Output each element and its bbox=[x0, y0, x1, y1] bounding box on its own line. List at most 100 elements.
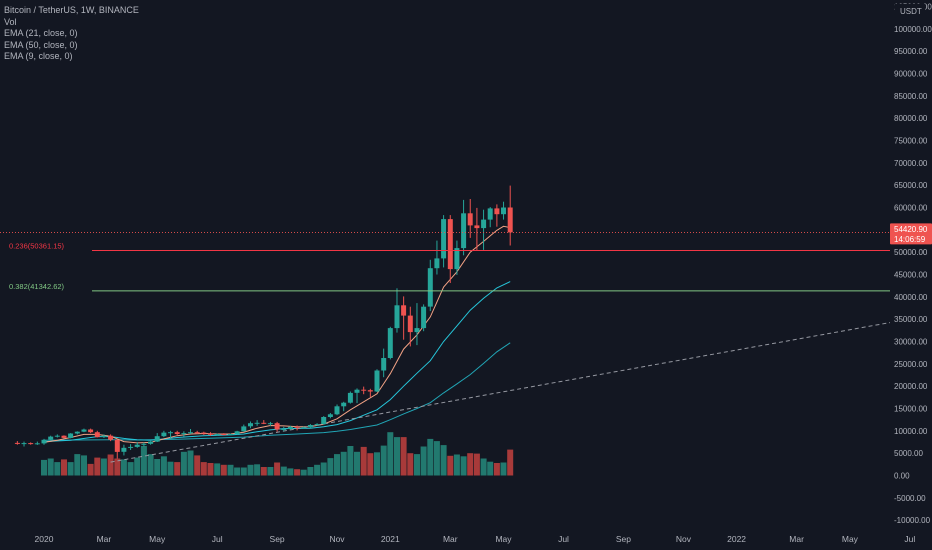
candle bbox=[41, 438, 47, 445]
symbol-title[interactable]: Bitcoin / TetherUS, 1W, BINANCE bbox=[4, 5, 139, 15]
candle-body bbox=[134, 444, 140, 447]
candle bbox=[334, 404, 340, 416]
volume-bar bbox=[187, 450, 194, 476]
candle bbox=[367, 388, 373, 397]
candle bbox=[234, 430, 240, 435]
indicator-ema-21[interactable]: EMA (21, close, 0) bbox=[4, 28, 78, 38]
price-axis[interactable]: 105000.00100000.0095000.0090000.0085000.… bbox=[890, 0, 932, 530]
time-tick-label: Mar bbox=[789, 534, 804, 544]
volume-bar bbox=[254, 464, 261, 476]
candle bbox=[88, 428, 94, 434]
candle-body bbox=[287, 426, 293, 429]
price-tick-label: 20000.00 bbox=[894, 382, 928, 391]
volume-bar bbox=[120, 459, 127, 476]
time-tick-label: Mar bbox=[97, 534, 112, 544]
candle bbox=[248, 421, 253, 429]
candle bbox=[387, 326, 393, 360]
candle bbox=[381, 348, 387, 378]
volume-bar bbox=[41, 459, 47, 476]
candle-body bbox=[307, 425, 313, 428]
volume-bar bbox=[280, 466, 287, 476]
candle bbox=[374, 369, 380, 392]
candle bbox=[294, 425, 300, 431]
candle-body bbox=[54, 435, 60, 437]
candle-body bbox=[101, 435, 107, 437]
candle bbox=[194, 430, 200, 434]
candle bbox=[148, 441, 154, 445]
candle-body bbox=[228, 434, 233, 435]
volume-bar bbox=[114, 458, 121, 476]
candle-body bbox=[507, 207, 513, 233]
candle bbox=[394, 288, 400, 333]
candle bbox=[434, 240, 440, 275]
volume-bar bbox=[354, 451, 360, 476]
volume-bar bbox=[260, 467, 267, 476]
candle-body bbox=[387, 328, 393, 358]
candle-body bbox=[434, 258, 440, 269]
indicator-vol[interactable]: Vol bbox=[4, 16, 17, 27]
candle bbox=[347, 391, 353, 404]
volume-bar bbox=[180, 451, 187, 476]
candle bbox=[128, 444, 134, 450]
trend-line[interactable] bbox=[110, 320, 897, 463]
volume-bar bbox=[140, 446, 147, 476]
candle-body bbox=[254, 422, 260, 424]
volume-bar bbox=[81, 455, 87, 476]
candle bbox=[287, 425, 293, 430]
currency-badge[interactable] bbox=[895, 4, 925, 17]
volume-bar bbox=[174, 462, 181, 476]
candle-body bbox=[261, 422, 267, 424]
volume-bar bbox=[94, 457, 101, 476]
time-tick-label: May bbox=[495, 534, 512, 544]
volume-bar bbox=[387, 432, 394, 476]
candle-body bbox=[467, 213, 473, 226]
price-tick-label: 40000.00 bbox=[894, 293, 928, 302]
time-axis[interactable]: 2020 Mar May Jul Sep Nov 2021 Mar May Jul Sep Nov 20… bbox=[0, 530, 915, 550]
price-tick-label: 50000.00 bbox=[894, 248, 928, 257]
candle bbox=[307, 424, 313, 429]
volume-bar bbox=[453, 454, 460, 476]
ema-9-line bbox=[43, 225, 511, 444]
candle bbox=[214, 433, 220, 436]
volume-bar bbox=[300, 469, 307, 476]
candle-body bbox=[421, 306, 427, 329]
price-tick-label: 0.00 bbox=[894, 472, 910, 481]
candle bbox=[121, 444, 127, 456]
candle bbox=[34, 441, 40, 445]
candle-body bbox=[427, 268, 433, 307]
volume-bar bbox=[67, 462, 74, 476]
candle bbox=[94, 430, 100, 438]
candle bbox=[101, 434, 107, 438]
currency-label[interactable]: USDT bbox=[900, 7, 922, 16]
candle bbox=[421, 304, 427, 332]
volume-bar bbox=[240, 467, 247, 476]
volume-bar bbox=[160, 456, 167, 476]
candle bbox=[407, 306, 413, 347]
indicator-ema-50[interactable]: EMA (50, close, 0) bbox=[4, 39, 78, 50]
candle bbox=[494, 204, 500, 227]
candle-body bbox=[188, 432, 193, 434]
volume-bar bbox=[480, 458, 487, 476]
candle bbox=[261, 420, 267, 425]
candle-body bbox=[88, 429, 94, 433]
candle bbox=[501, 201, 506, 220]
candle bbox=[161, 430, 167, 438]
volume-bar bbox=[374, 452, 380, 476]
volume-bars bbox=[41, 432, 514, 476]
candle-body bbox=[334, 406, 340, 415]
candle-body bbox=[481, 219, 487, 229]
candle bbox=[174, 430, 180, 435]
candle bbox=[141, 442, 147, 447]
candle-body bbox=[281, 429, 287, 430]
volume-bar bbox=[294, 469, 301, 476]
volume-bar bbox=[440, 445, 447, 476]
price-tick-label: 75000.00 bbox=[894, 137, 928, 146]
indicator-ema-9[interactable]: EMA (9, close, 0) bbox=[4, 51, 73, 61]
candle-body bbox=[214, 434, 220, 435]
candle bbox=[467, 199, 473, 238]
candle bbox=[201, 431, 207, 435]
time-tick-label: May bbox=[842, 534, 859, 544]
candle-countdown: 14:06:59 bbox=[894, 235, 926, 244]
candle-body bbox=[108, 435, 114, 440]
